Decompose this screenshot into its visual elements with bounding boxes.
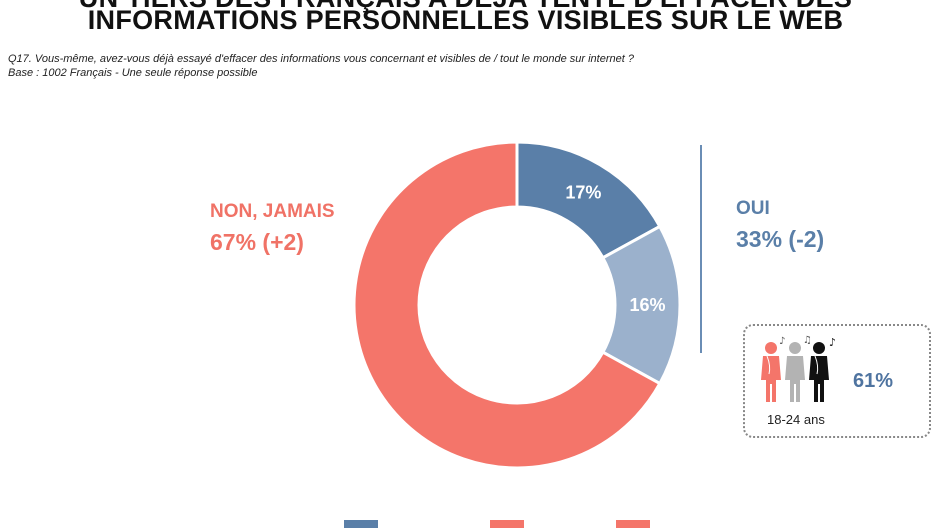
legend-swatch-2 [490,520,524,528]
svg-text:♫: ♫ [803,335,812,346]
svg-text:♪: ♪ [779,336,785,347]
svg-text:♪: ♪ [829,336,836,349]
donut-data-label-2: 16% [629,295,665,315]
young-people-music-icon: ♪ ♫ ♪ [761,335,836,402]
callout-age-label: 18-24 ans [767,412,825,427]
legend-swatch-3 [616,520,650,528]
donut-data-label-1: 17% [565,183,601,203]
oui-divider-line [700,145,702,353]
non-group-value: 67% (+2) [210,229,304,255]
oui-group-label: OUI [736,198,770,219]
oui-group-value: 33% (-2) [736,226,825,252]
callout-value: 61% [853,370,894,392]
base-text: Base : 1002 Français - Une seule réponse… [8,67,258,79]
page-title-line-2: INFORMATIONS PERSONNELLES VISIBLES SUR L… [87,5,844,35]
non-group-label: NON, JAMAIS [210,201,335,222]
legend-swatch-1 [344,520,378,528]
question-text: Q17. Vous-même, avez-vous déjà essayé d'… [8,53,634,65]
age-callout-box: ♪ ♫ ♪ 61% 18-24 ans [743,324,931,438]
page-title-line-1: UN TIERS DES FRANÇAIS A DÉJÀ TENTÉ D'EFF… [0,0,931,14]
donut-slice-3 [352,140,662,470]
